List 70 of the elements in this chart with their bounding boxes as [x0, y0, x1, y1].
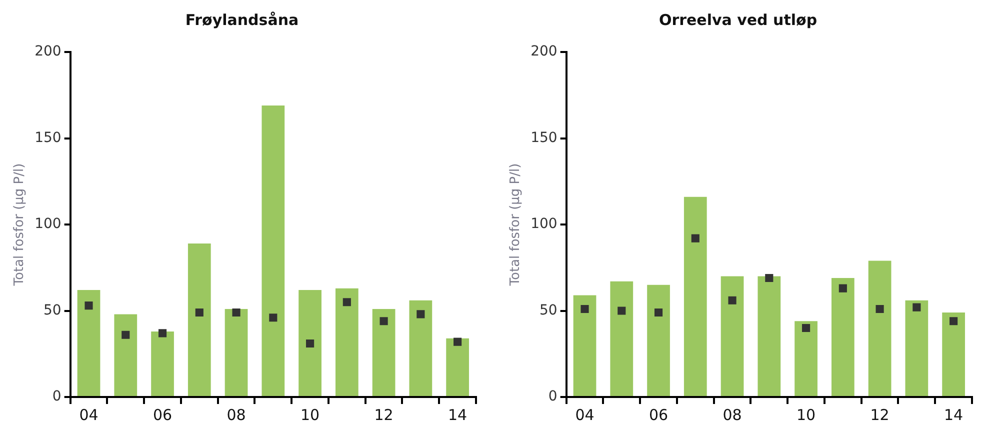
- bar: [151, 331, 174, 396]
- x-tick-label: 10: [796, 406, 816, 424]
- x-tick-label: 04: [79, 406, 98, 424]
- point: [195, 308, 204, 317]
- bar: [224, 309, 248, 396]
- y-tick-label: 50: [43, 302, 62, 318]
- point: [269, 314, 278, 322]
- bar: [335, 288, 358, 396]
- bar: [409, 300, 432, 396]
- point: [950, 317, 958, 326]
- point: [306, 339, 314, 348]
- x-tick-label: 06: [152, 406, 172, 424]
- y-tick-label: 0: [52, 388, 62, 405]
- bar: [868, 260, 892, 396]
- point: [802, 324, 810, 332]
- x-tick-label: 10: [300, 406, 320, 424]
- chart-title: Frøylandsåna: [185, 10, 299, 29]
- point: [654, 308, 663, 317]
- bar: [831, 278, 854, 396]
- bar: [77, 290, 100, 396]
- bar: [905, 300, 928, 396]
- point: [765, 274, 774, 282]
- y-tick-label: 50: [539, 302, 558, 318]
- bar: [942, 312, 965, 396]
- y-tick-label: 150: [34, 130, 62, 146]
- point: [416, 310, 425, 318]
- bar: [446, 338, 469, 396]
- x-tick-label: 04: [575, 406, 594, 424]
- bar: [684, 196, 707, 396]
- x-tick-label: 08: [722, 406, 742, 424]
- bar: [114, 314, 138, 396]
- point: [342, 298, 351, 306]
- bar: [794, 321, 818, 396]
- y-tick-label: 100: [530, 216, 558, 232]
- bar: [647, 284, 670, 396]
- y-tick-label: 200: [530, 44, 558, 60]
- point: [232, 308, 240, 317]
- point: [728, 296, 736, 304]
- point: [158, 329, 167, 338]
- y-tick-label: 0: [548, 388, 558, 405]
- point: [618, 306, 626, 315]
- point: [838, 284, 847, 292]
- bar: [298, 290, 322, 396]
- bar: [262, 105, 285, 396]
- y-tick-label: 150: [530, 130, 558, 146]
- y-axis-title: Total fosfor (µg P/l): [508, 163, 524, 287]
- bar: [720, 276, 744, 396]
- point: [122, 330, 130, 339]
- x-tick-label: 08: [226, 406, 246, 424]
- point: [912, 303, 921, 312]
- point: [454, 338, 462, 346]
- x-tick-label: 06: [648, 406, 668, 424]
- bar: [610, 281, 634, 396]
- bar: [372, 309, 396, 396]
- x-tick-label: 14: [448, 406, 468, 424]
- point: [380, 317, 388, 326]
- x-tick-label: 12: [374, 406, 394, 424]
- x-tick-label: 12: [870, 406, 890, 424]
- bar: [573, 295, 596, 396]
- y-tick-label: 200: [34, 44, 62, 60]
- y-axis-title: Total fosfor (µg P/l): [12, 163, 28, 287]
- chart-title: Orreelva ved utløp: [658, 10, 818, 29]
- point: [84, 302, 93, 310]
- x-tick-label: 14: [944, 406, 964, 424]
- y-tick-label: 100: [34, 216, 62, 232]
- point: [691, 234, 700, 242]
- bar: [188, 243, 211, 396]
- point: [580, 304, 589, 314]
- point: [876, 304, 884, 314]
- bar: [758, 276, 781, 396]
